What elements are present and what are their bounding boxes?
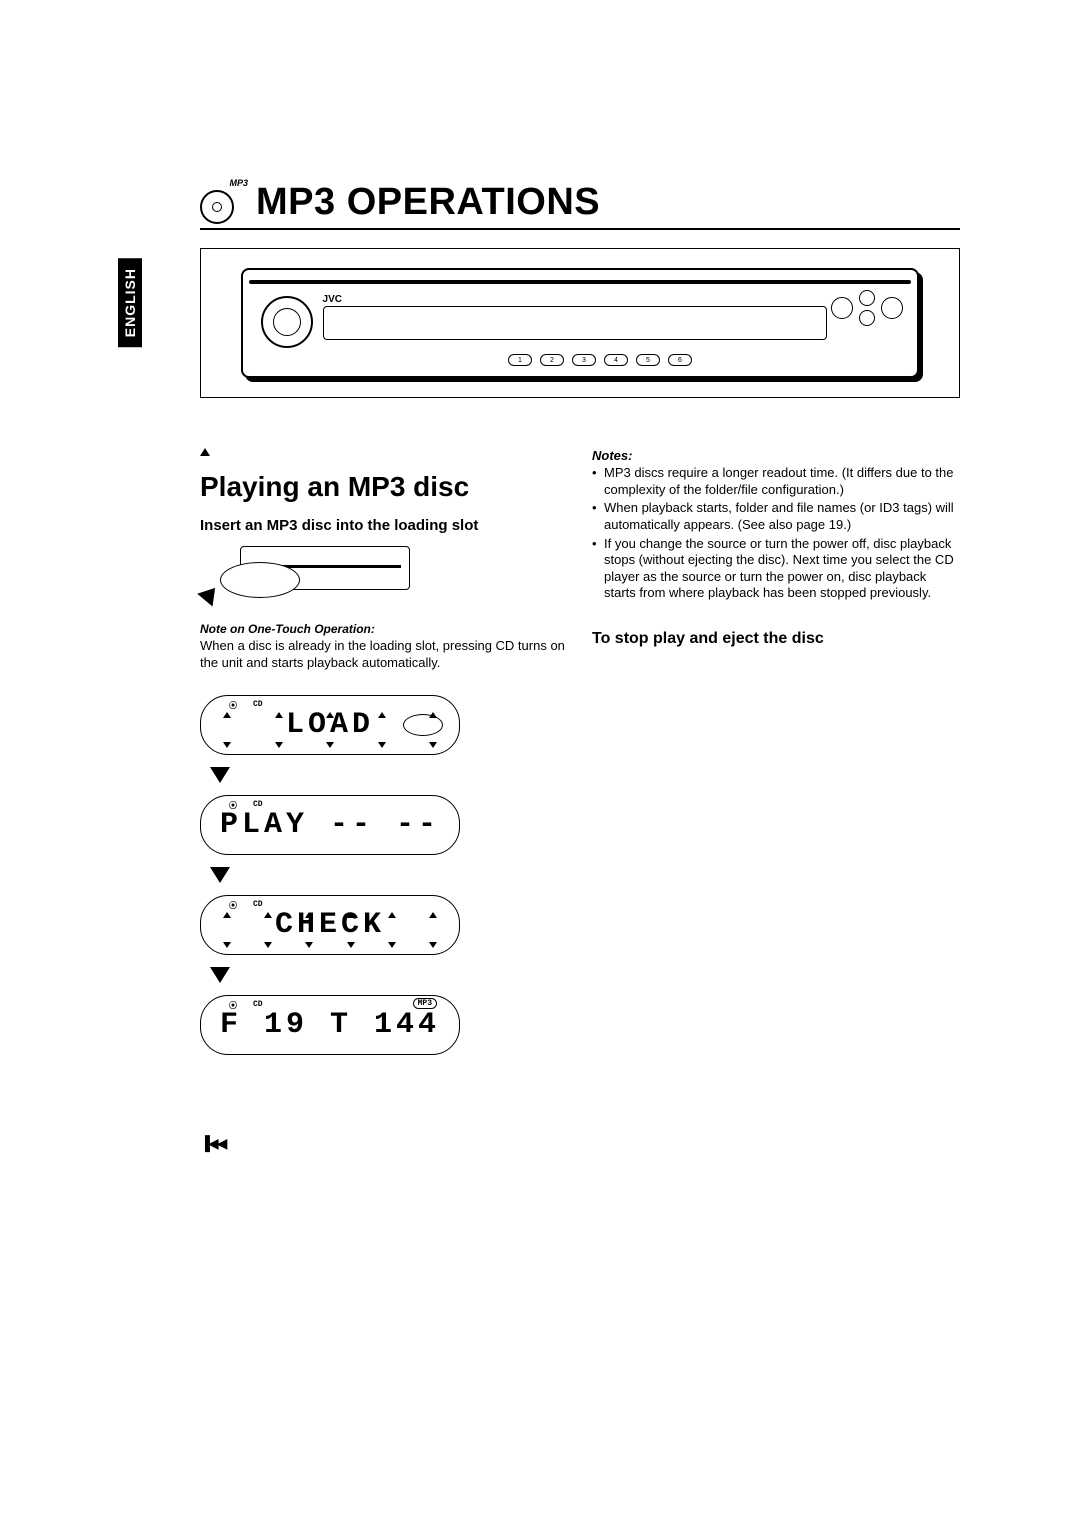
car-stereo-illustration: JVC 1 2 3 4 5 6	[241, 268, 920, 378]
mp3-disc-icon: MP3	[200, 180, 244, 224]
down-arrow-icon	[210, 867, 230, 883]
stop-eject-heading: To stop play and eject the disc	[592, 630, 960, 648]
page-title: MP3 OPERATIONS	[256, 181, 600, 224]
brand-label: JVC	[323, 294, 342, 305]
one-touch-note-label: Note on One-Touch Operation:	[200, 622, 568, 636]
down-arrow-icon	[210, 967, 230, 983]
right-button-cluster	[831, 290, 903, 326]
cd-indicator: CD	[253, 900, 263, 909]
preset-pill: 5	[636, 354, 660, 366]
page-header: MP3 MP3 OPERATIONS	[200, 180, 960, 230]
down-arrow-icon	[210, 767, 230, 783]
device-illustration-frame: JVC 1 2 3 4 5 6	[200, 248, 960, 398]
volume-knob-icon	[261, 296, 313, 348]
lcd-check: ⦿ CD CHECK	[200, 895, 460, 955]
disc-indicator-icon: ⦿	[229, 800, 237, 811]
one-touch-note-body: When a disc is already in the loading sl…	[200, 638, 568, 671]
lcd-load: ⦿ CD LOAD	[200, 695, 460, 755]
mp3-tag: MP3	[413, 998, 437, 1009]
device-display	[323, 306, 828, 340]
preset-pill: 1	[508, 354, 532, 366]
notes-list: MP3 discs require a longer readout time.…	[592, 465, 960, 602]
preset-pill: 6	[668, 354, 692, 366]
spinning-disc-icon	[403, 714, 443, 736]
lcd-play: ⦿ CD PLAY -- --	[200, 795, 460, 855]
cd-indicator: CD	[253, 1000, 263, 1009]
small-button-icon	[859, 290, 875, 306]
insert-disc-illustration	[200, 542, 410, 612]
cd-indicator: CD	[253, 800, 263, 809]
lcd-folder-track: ⦿ CD MP3 F 19 T 144	[200, 995, 460, 1055]
insert-arrow-icon	[197, 581, 223, 606]
round-button-icon	[881, 297, 903, 319]
language-tab: ENGLISH	[118, 258, 142, 347]
insert-heading: Insert an MP3 disc into the loading slot	[200, 517, 568, 534]
disc-indicator-icon: ⦿	[229, 900, 237, 911]
lcd-sequence: ⦿ CD LOAD ⦿ CD PLAY -- -- ⦿ CD CHECK	[200, 695, 460, 1055]
cd-indicator: CD	[253, 700, 263, 709]
round-button-icon	[831, 297, 853, 319]
preset-pill: 3	[572, 354, 596, 366]
note-item: When playback starts, folder and file na…	[592, 500, 960, 533]
up-triangle-icon	[200, 448, 210, 456]
notes-heading: Notes:	[592, 448, 960, 463]
preset-pill: 2	[540, 354, 564, 366]
seek-back-icon: ▐◀◀	[200, 1135, 568, 1152]
disc-indicator-icon: ⦿	[229, 700, 237, 711]
small-button-icon	[859, 310, 875, 326]
note-item: If you change the source or turn the pow…	[592, 536, 960, 603]
section-heading: Playing an MP3 disc	[200, 471, 568, 503]
preset-pill: 4	[604, 354, 628, 366]
left-column: Playing an MP3 disc Insert an MP3 disc i…	[200, 448, 568, 1152]
note-item: MP3 discs require a longer readout time.…	[592, 465, 960, 498]
right-column: Notes: MP3 discs require a longer readou…	[592, 448, 960, 1152]
number-button-row: 1 2 3 4 5 6	[343, 354, 858, 366]
disc-indicator-icon: ⦿	[229, 1000, 237, 1011]
